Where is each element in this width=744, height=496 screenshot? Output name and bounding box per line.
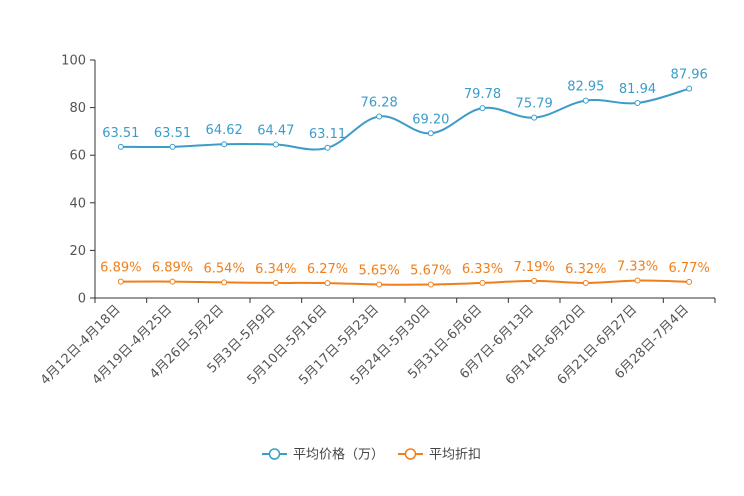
series-lines xyxy=(117,85,693,288)
data-point[interactable] xyxy=(582,279,589,286)
y-tick-label: 40 xyxy=(69,196,86,211)
data-point[interactable] xyxy=(324,144,331,151)
y-tick-label: 100 xyxy=(61,54,86,69)
data-label: 6.34% xyxy=(255,262,296,277)
data-point[interactable] xyxy=(479,105,486,112)
data-point[interactable] xyxy=(221,279,228,286)
legend-label: 平均折扣 xyxy=(429,448,481,463)
data-point[interactable] xyxy=(531,114,538,121)
data-label: 6.89% xyxy=(152,261,193,276)
data-label: 6.27% xyxy=(307,262,348,277)
data-point[interactable] xyxy=(634,99,641,106)
data-label: 69.20 xyxy=(412,112,449,127)
legend-label: 平均价格（万） xyxy=(293,447,384,463)
series-line-1 xyxy=(120,279,690,286)
data-label: 75.79 xyxy=(516,97,553,112)
legend-marker-icon xyxy=(268,448,281,460)
data-label: 6.54% xyxy=(204,261,245,276)
data-point[interactable] xyxy=(221,141,228,148)
data-point[interactable] xyxy=(169,143,176,150)
data-point[interactable] xyxy=(272,279,279,286)
data-label: 6.32% xyxy=(565,262,606,277)
data-label: 82.95 xyxy=(567,80,604,95)
data-point[interactable] xyxy=(686,278,693,285)
data-label: 87.96 xyxy=(671,68,708,83)
data-label: 79.78 xyxy=(464,87,501,102)
data-point[interactable] xyxy=(169,278,176,285)
data-point[interactable] xyxy=(117,143,124,150)
data-point[interactable] xyxy=(272,141,279,148)
data-point[interactable] xyxy=(582,97,589,104)
data-label: 63.51 xyxy=(102,126,139,141)
y-tick-label: 20 xyxy=(69,244,86,259)
data-point[interactable] xyxy=(531,277,538,284)
data-label: 63.11 xyxy=(309,127,346,142)
data-point[interactable] xyxy=(686,85,693,92)
y-tick-label: 0 xyxy=(78,292,86,307)
data-label: 63.51 xyxy=(154,126,191,141)
data-label: 7.19% xyxy=(514,260,555,275)
data-point[interactable] xyxy=(117,278,124,285)
legend-item-1[interactable]: 平均折扣 xyxy=(398,448,481,463)
data-label: 81.94 xyxy=(619,82,656,97)
legend-item-0[interactable]: 平均价格（万） xyxy=(262,447,384,463)
data-labels: 63.51 63.51 64.62 64.47 63.11 76.28 69.20 79.78… xyxy=(100,68,710,279)
data-point[interactable] xyxy=(427,281,434,288)
data-label: 5.65% xyxy=(359,264,400,279)
data-point[interactable] xyxy=(376,113,383,120)
data-label: 6.77% xyxy=(669,261,710,276)
data-point[interactable] xyxy=(634,277,641,284)
data-point[interactable] xyxy=(376,281,383,288)
series-line-0 xyxy=(120,87,690,151)
data-label: 5.67% xyxy=(410,264,451,279)
data-label: 64.62 xyxy=(206,123,243,138)
legend-marker-icon xyxy=(404,448,417,460)
data-point[interactable] xyxy=(479,279,486,286)
y-tick-label: 60 xyxy=(69,149,86,164)
chart-legend[interactable]: 平均价格（万） 平均折扣 xyxy=(262,447,481,463)
data-label: 6.33% xyxy=(462,262,503,277)
data-label: 76.28 xyxy=(361,95,398,110)
data-label: 7.33% xyxy=(617,260,658,275)
y-tick-label: 80 xyxy=(69,101,86,116)
data-point[interactable] xyxy=(427,130,434,137)
data-label: 64.47 xyxy=(257,124,294,139)
data-label: 6.89% xyxy=(100,261,141,276)
data-point[interactable] xyxy=(324,280,331,287)
